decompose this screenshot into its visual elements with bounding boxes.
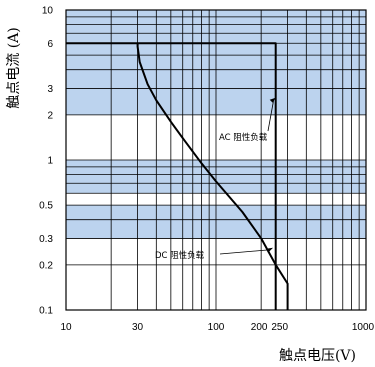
x-tick-label: 200 (251, 322, 268, 333)
y-tick-label: 0.2 (39, 260, 53, 271)
y-axis-title: 触点电流 (A) (6, 27, 22, 108)
ac-resistive-load-line (66, 42, 277, 310)
dc-resistive-load-line (136, 43, 289, 310)
x-tick-labels: 10 30 100 200 250 1000 (60, 322, 374, 333)
x-tick-label: 1000 (352, 322, 375, 333)
y-tick-label: 0.5 (39, 201, 53, 212)
y-tick-label: 1 (47, 156, 53, 167)
ac-leader-arrow (269, 97, 276, 103)
y-tick-label: 0.3 (39, 234, 53, 245)
x-tick-label: 30 (132, 322, 144, 333)
y-tick-label: 3 (47, 84, 53, 95)
plot-border (65, 9, 367, 311)
y-tick-label: 6 (47, 39, 53, 50)
series-lines (66, 42, 289, 310)
y-tick-label: 0.1 (39, 306, 53, 317)
x-tick-label: 10 (60, 322, 72, 333)
y-tick-labels: 10 6 3 2 1 0.5 0.3 0.2 0.1 (39, 6, 53, 317)
y-tick-label: 10 (42, 6, 54, 17)
dc-leader-arrow (266, 247, 274, 253)
dc-leader-line (219, 249, 271, 255)
x-tick-label: 250 (271, 322, 288, 333)
ac-leader-line (267, 99, 275, 132)
x-axis-title: 触点电压(V) (279, 348, 356, 364)
dc-series-label: DC 阻性负载 (155, 250, 205, 261)
y-tick-label: 2 (47, 110, 53, 121)
grid-lines (66, 10, 366, 310)
annotations: AC 阻性负载 DC 阻性负载 (155, 97, 276, 261)
plot-frame (65, 9, 367, 311)
ac-series-label: AC 阻性负载 (219, 132, 268, 143)
x-tick-label: 100 (208, 322, 225, 333)
